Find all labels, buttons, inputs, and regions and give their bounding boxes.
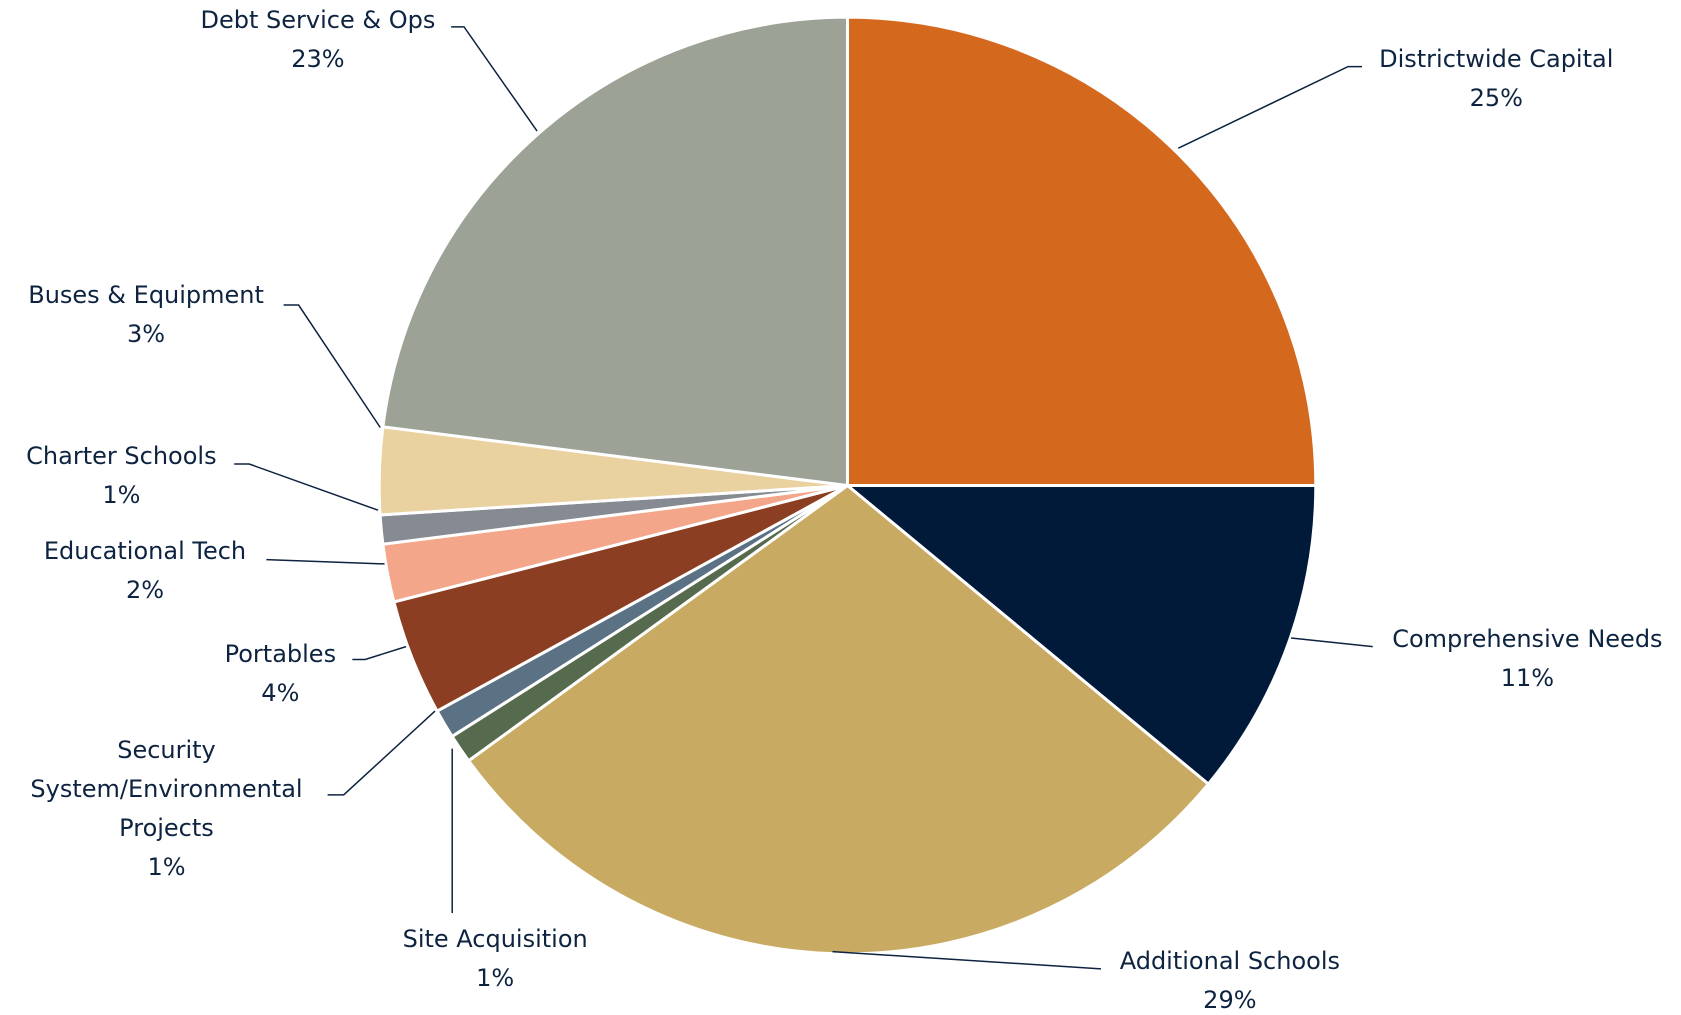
value-label: 23% (291, 45, 345, 74)
pie-slice (845, 15, 1318, 488)
category-label: Districtwide Capital (1379, 45, 1614, 74)
value-label: 1% (102, 480, 141, 509)
leader-line (234, 463, 379, 511)
value-label: 3% (127, 320, 166, 349)
slice-label: Districtwide Capital 25% (1290, 40, 1681, 118)
category-label: Additional Schools (1119, 947, 1341, 976)
slice-label: Security System/Environmental Projects 1% (10, 731, 323, 887)
pie-slice (466, 483, 1211, 956)
slice-label: Additional Schools 29% (1024, 942, 1436, 1015)
leader-line (451, 26, 538, 132)
leader-line (1291, 637, 1373, 648)
category-label: Site Acquisition (402, 924, 588, 953)
category-label: Security System/Environmental Projects (30, 735, 303, 842)
leader-line (1177, 65, 1362, 149)
category-label: Portables (224, 640, 337, 669)
category-label: Buses & Equipment (28, 281, 264, 310)
category-label: Charter Schools (26, 441, 217, 470)
leader-line (832, 950, 1102, 970)
leader-line (266, 558, 385, 565)
slice-label: Comprehensive Needs 11% (1321, 620, 1681, 698)
category-label: Debt Service & Ops (200, 6, 436, 35)
slice-label: Portables 4% (151, 635, 409, 713)
leader-line (352, 645, 407, 661)
value-label: 1% (476, 963, 515, 992)
category-label: Comprehensive Needs (1392, 625, 1663, 654)
pie-slice (381, 15, 849, 488)
slice-label: Buses & Equipment 3% (0, 276, 327, 354)
value-label: 11% (1500, 664, 1555, 693)
slice-label: Site Acquisition 1% (328, 920, 663, 998)
value-label: 4% (261, 679, 300, 708)
leader-line (283, 304, 381, 428)
pie-slice (843, 484, 1318, 787)
value-label: 2% (125, 576, 165, 605)
slice-label: Charter Schools 1% (0, 437, 276, 515)
value-label: 25% (1469, 84, 1523, 113)
value-label: 1% (147, 852, 186, 881)
slice-label: Debt Service & Ops 23% (125, 1, 512, 79)
value-label: 29% (1203, 986, 1257, 1015)
leader-line (327, 710, 436, 796)
slice-label: Educational Tech 2% (0, 532, 313, 610)
category-label: Educational Tech (43, 537, 247, 566)
